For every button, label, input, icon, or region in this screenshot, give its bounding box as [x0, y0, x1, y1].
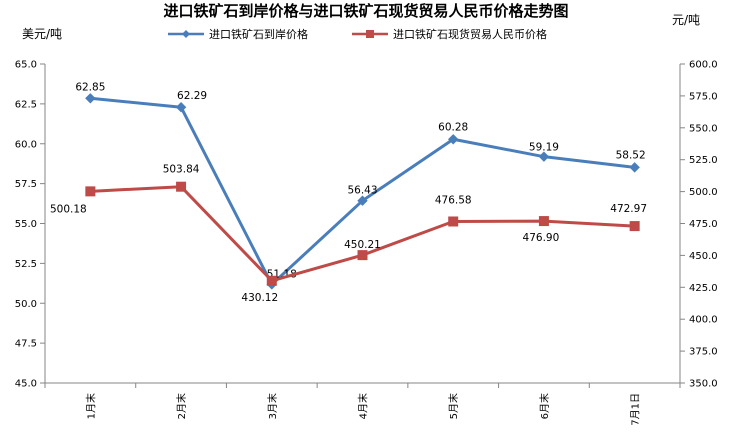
series-point	[176, 181, 187, 192]
data-label: 450.21	[344, 239, 381, 251]
series-point	[266, 275, 277, 286]
x-tick-label: 7月1日	[630, 393, 642, 426]
data-label: 60.28	[438, 121, 468, 133]
series-point	[448, 134, 459, 145]
data-label: 430.12	[241, 292, 278, 304]
data-label: 56.43	[347, 185, 377, 197]
data-label: 500.18	[50, 203, 87, 215]
y-right-tick-label: 525.0	[689, 155, 718, 166]
x-tick-label: 5月末	[447, 393, 460, 419]
y-left-tick-label: 57.5	[15, 179, 37, 190]
legend-swatch-marker	[366, 30, 374, 38]
y-right-tick-label: 550.0	[689, 123, 718, 134]
y-left-tick-label: 62.5	[15, 99, 37, 110]
y-left-tick-label: 45.0	[15, 379, 37, 390]
series-point	[629, 162, 640, 173]
data-label: 472.97	[610, 203, 647, 215]
chart-title: 进口铁矿石到岸价格与进口铁矿石现货贸易人民币价格走势图	[163, 2, 568, 20]
series-point	[85, 93, 96, 104]
y-right-tick-label: 400.0	[689, 315, 718, 326]
y-left-tick-label: 50.0	[15, 299, 37, 310]
x-tick-label: 3月末	[266, 393, 279, 419]
series-point	[357, 250, 368, 261]
y-right-tick-label: 600.0	[689, 60, 718, 71]
series-point	[175, 102, 187, 113]
data-label: 62.29	[177, 90, 207, 102]
y-left-tick-label: 55.0	[15, 219, 37, 230]
legend-swatch-marker	[182, 30, 190, 38]
data-label: 62.85	[75, 81, 105, 93]
legend-label: 进口铁矿石到岸价格	[209, 27, 308, 41]
data-label: 476.90	[523, 232, 560, 244]
y-right-tick-label: 475.0	[689, 219, 718, 230]
y-right-tick-label: 575.0	[689, 91, 718, 102]
legend: 进口铁矿石到岸价格 进口铁矿石现货贸易人民币价格	[168, 27, 547, 41]
y-right-tick-label: 375.0	[689, 347, 718, 358]
series-point	[357, 195, 368, 206]
data-label: 58.52	[616, 149, 646, 161]
x-tick-label: 2月末	[175, 393, 188, 419]
x-tick-label: 1月末	[84, 393, 97, 419]
series-point	[538, 151, 550, 162]
y-left-tick-label: 60.0	[15, 139, 37, 150]
series-point	[85, 186, 96, 197]
series-layer: 62.8562.2951.1856.4360.2859.1958.52500.1…	[50, 81, 647, 303]
x-tick-label: 6月末	[538, 393, 551, 419]
data-label: 59.19	[529, 142, 559, 154]
left-axis-unit: 美元/吨	[22, 27, 62, 41]
axes: 45.0 47.5 50.0 52.5 55.0 57.5 60.0 62.5 65.0 350.…	[15, 60, 718, 426]
y-left-tick-label: 65.0	[15, 60, 37, 71]
y-right-tick-label: 425.0	[689, 283, 718, 294]
y-right-tick-label: 450.0	[689, 251, 718, 262]
data-label: 503.84	[163, 164, 200, 176]
legend-label: 进口铁矿石现货贸易人民币价格	[393, 27, 547, 41]
y-left-tick-label: 47.5	[15, 339, 37, 350]
series-point	[538, 216, 549, 227]
y-left-tick-label: 52.5	[15, 259, 37, 270]
y-right-tick-label: 350.0	[689, 379, 718, 390]
right-axis-unit: 元/吨	[672, 13, 700, 27]
series-point	[629, 221, 640, 232]
y-right-tick-label: 500.0	[689, 187, 718, 198]
series-point	[448, 216, 459, 227]
data-label: 476.58	[435, 194, 472, 206]
x-tick-label: 4月末	[357, 393, 370, 419]
